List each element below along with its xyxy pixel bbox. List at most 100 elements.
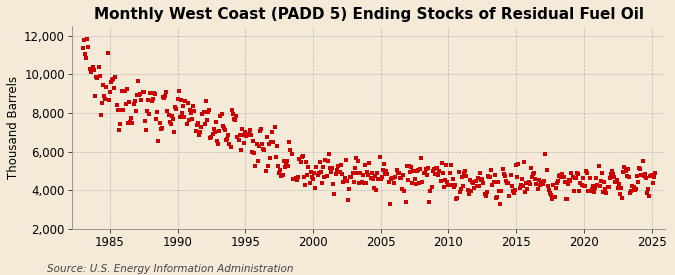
Point [219,126,230,130]
Title: Monthly West Coast (PADD 5) Ending Stocks of Residual Fuel Oil: Monthly West Coast (PADD 5) Ending Stock… [94,7,643,22]
Point [597,190,608,194]
Point [619,165,630,170]
Point [597,171,608,175]
Text: Source: U.S. Energy Information Administration: Source: U.S. Energy Information Administ… [47,264,294,274]
Point [330,172,341,176]
Point [285,148,296,152]
Point [293,175,304,180]
Point [122,87,132,92]
Point [543,188,554,192]
Point [200,98,211,103]
Point [333,170,344,174]
Point [236,127,247,131]
Point [174,115,185,119]
Point [209,127,219,131]
Point [371,188,381,192]
Point [523,180,534,185]
Point [573,172,584,176]
Point [491,196,502,200]
Point [387,175,398,180]
Point [85,70,96,74]
Point [385,177,396,182]
Point [191,122,202,127]
Point [488,180,499,184]
Point [147,97,158,101]
Point [442,179,453,184]
Point [639,174,649,179]
Point [133,79,144,83]
Point [427,169,438,173]
Point [246,150,257,155]
Point [281,163,292,167]
Point [379,162,389,166]
Point [173,88,184,93]
Point [263,164,273,168]
Point [288,177,298,182]
Point [92,76,103,80]
Point [399,189,410,194]
Point [281,159,292,163]
Point [146,98,157,103]
Point [418,170,429,175]
Point [290,177,300,181]
Point [82,37,92,42]
Point [118,108,129,112]
Point [122,121,133,126]
Point [620,169,631,174]
Point [461,174,472,178]
Point [518,160,529,165]
Point [516,177,527,182]
Point [545,192,556,197]
Point [176,98,186,103]
Point [266,140,277,144]
Point [233,138,244,142]
Point [410,182,421,186]
Point [521,181,532,186]
Point [252,158,263,163]
Point [421,167,431,172]
Point [343,198,354,202]
Point [265,155,275,160]
Point [471,184,482,188]
Point [298,175,309,180]
Point [305,170,316,174]
Point [154,121,165,125]
Point [136,98,147,102]
Point [550,185,561,190]
Point [497,167,508,172]
Point [548,183,559,188]
Point [381,168,392,173]
Point [605,172,616,176]
Point [161,90,171,94]
Point [397,187,408,191]
Point [165,122,176,126]
Point [202,110,213,114]
Point [84,67,95,71]
Point [590,185,601,190]
Point [508,188,518,193]
Point [557,172,568,176]
Point [572,170,583,175]
Point [267,130,278,134]
Point [338,180,349,184]
Point [513,162,524,166]
Point [624,174,634,179]
Point [477,177,488,181]
Point [637,159,648,164]
Point [226,108,237,112]
Point [119,89,130,94]
Point [459,171,470,175]
Point [464,178,475,182]
Point [390,175,401,179]
Point [291,175,302,180]
Point [178,104,188,109]
Point [453,170,464,174]
Point [325,166,335,170]
Point [472,176,483,180]
Point [350,156,361,160]
Point [171,106,182,111]
Point [377,168,388,172]
Point [532,187,543,191]
Point [288,177,299,182]
Point [140,119,151,123]
